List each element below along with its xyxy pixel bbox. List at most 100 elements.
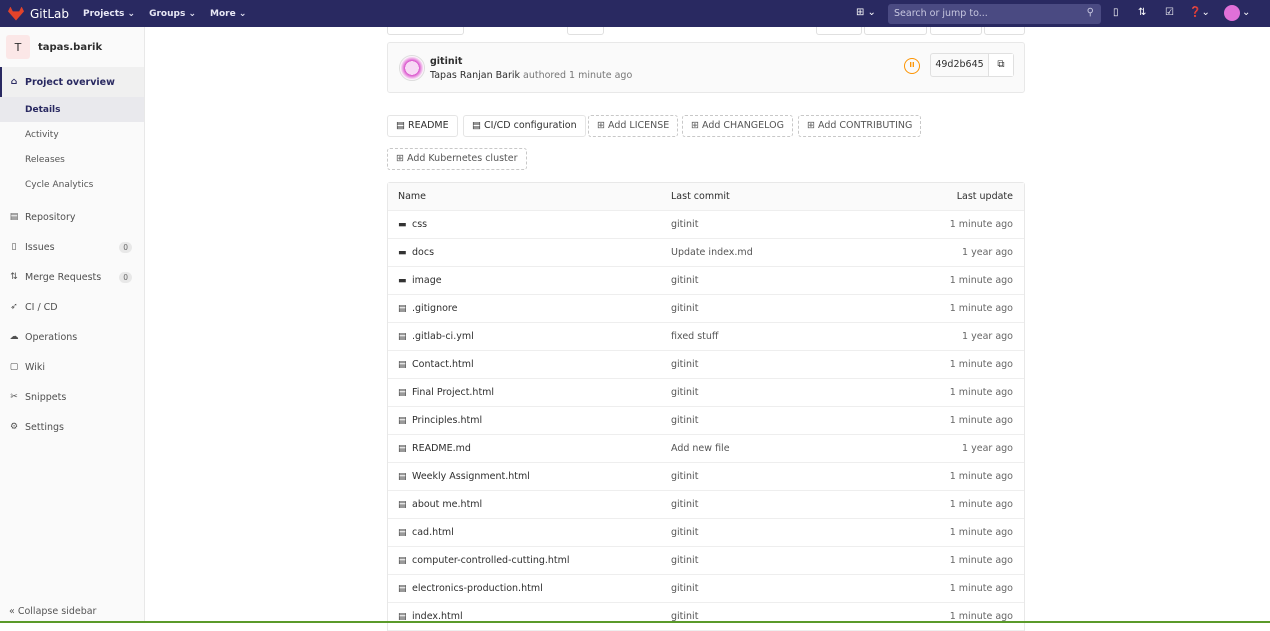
toolbar-button[interactable]	[984, 27, 1025, 35]
commit-message-link[interactable]: gitinit	[671, 303, 699, 314]
table-row[interactable]: ▤ Contact.html gitinit 1 minute ago	[388, 351, 1024, 379]
file-name-link[interactable]: .gitlab-ci.yml	[412, 331, 474, 342]
add-license-button[interactable]: ⊞ Add LICENSE	[588, 115, 679, 137]
commit-message-link[interactable]: gitinit	[671, 611, 699, 622]
search-input[interactable]: Search or jump to... ⚲	[888, 4, 1101, 24]
sidebar-item-operations[interactable]: ☁ Operations	[9, 331, 78, 343]
table-row[interactable]: ▤ index.html gitinit 1 minute ago	[388, 603, 1024, 631]
sidebar-item-settings[interactable]: ⚙ Settings	[9, 421, 64, 433]
sidebar-item-snippets[interactable]: ✂ Snippets	[10, 391, 67, 403]
file-icon: ▤	[398, 443, 407, 454]
commit-message-link[interactable]: gitinit	[671, 387, 699, 398]
file-name-link[interactable]: Final Project.html	[412, 387, 495, 398]
commit-message-link[interactable]: Update index.md	[671, 247, 753, 258]
file-name-link[interactable]: Contact.html	[412, 359, 474, 370]
table-row[interactable]: ▤ electronics-production.html gitinit 1 min…	[388, 575, 1024, 603]
collapse-sidebar-button[interactable]: « Collapse sidebar	[9, 606, 97, 617]
sidebar-item-ci-cd[interactable]: ➶ CI / CD	[10, 301, 58, 313]
plus-square-icon: ⊞	[396, 153, 404, 164]
commit-message-link[interactable]: gitinit	[671, 555, 699, 566]
file-name-link[interactable]: computer-controlled-cutting.html	[412, 555, 570, 566]
table-row[interactable]: ▤ cad.html gitinit 1 minute ago	[388, 519, 1024, 547]
plus-square-icon: ⊞	[691, 120, 699, 131]
table-row[interactable]: ▤ Weekly Assignment.html gitinit 1 minute a…	[388, 463, 1024, 491]
commit-message-link[interactable]: gitinit	[671, 499, 699, 510]
table-row[interactable]: ▤ computer-controlled-cutting.html gitinit…	[388, 547, 1024, 575]
add-kubernetes-button[interactable]: ⊞ Add Kubernetes cluster	[387, 148, 527, 170]
toolbar-button[interactable]	[567, 27, 604, 35]
toolbar-button[interactable]	[864, 27, 927, 35]
table-row[interactable]: ▤ .gitignore gitinit 1 minute ago	[388, 295, 1024, 323]
sidebar-sub-details[interactable]: Details	[0, 97, 144, 122]
sidebar-item-issues[interactable]: ▯ Issues 0	[0, 232, 144, 262]
sidebar-item-wiki[interactable]: ▢ Wiki	[9, 361, 45, 373]
file-name-link[interactable]: .gitignore	[412, 303, 458, 314]
sidebar-sub-releases[interactable]: Releases	[25, 154, 65, 165]
table-row[interactable]: ▤ README.md Add new file 1 year ago	[388, 435, 1024, 463]
add-changelog-button[interactable]: ⊞ Add CHANGELOG	[682, 115, 793, 137]
file-name-link[interactable]: css	[412, 219, 428, 230]
file-name-link[interactable]: about me.html	[412, 499, 483, 510]
file-name-link[interactable]: docs	[412, 247, 435, 258]
author-link[interactable]: Tapas Ranjan Barik	[430, 70, 520, 81]
table-row[interactable]: ▬ image gitinit 1 minute ago	[388, 267, 1024, 295]
nav-groups[interactable]: Groups ⌄	[149, 8, 196, 19]
table-row[interactable]: ▬ css gitinit 1 minute ago	[388, 211, 1024, 239]
file-name-link[interactable]: cad.html	[412, 527, 454, 538]
commit-title[interactable]: gitinit	[430, 56, 463, 67]
sidebar-sub-cycle-analytics[interactable]: Cycle Analytics	[25, 179, 94, 190]
file-name-link[interactable]: index.html	[412, 611, 463, 622]
sidebar-item-repository[interactable]: ▤ Repository	[9, 211, 76, 223]
commit-message-link[interactable]: fixed stuff	[671, 331, 719, 342]
commit-message-link[interactable]: gitinit	[671, 527, 699, 538]
sidebar-item-project-overview[interactable]: ⌂ Project overview	[0, 67, 144, 97]
cicd-config-button[interactable]: ▤ CI/CD configuration	[463, 115, 586, 137]
issues-icon[interactable]: ▯	[1113, 7, 1119, 18]
help-icon[interactable]: ❓⌄	[1189, 7, 1210, 18]
file-name-link[interactable]: Principles.html	[412, 415, 483, 426]
table-row[interactable]: ▤ Principles.html gitinit 1 minute ago	[388, 407, 1024, 435]
nav-projects[interactable]: Projects ⌄	[83, 8, 136, 19]
commit-message-link[interactable]: gitinit	[671, 219, 699, 230]
commit-message-link[interactable]: gitinit	[671, 583, 699, 594]
sidebar-sub-activity[interactable]: Activity	[25, 129, 59, 140]
table-row[interactable]: ▤ .gitlab-ci.yml fixed stuff 1 year ago	[388, 323, 1024, 351]
file-name-link[interactable]: electronics-production.html	[412, 583, 543, 594]
sidebar-item-merge-requests[interactable]: ⇅ Merge Requests 0	[0, 262, 144, 292]
commit-message-link[interactable]: Add new file	[671, 443, 730, 454]
nav-more[interactable]: More ⌄	[210, 8, 247, 19]
last-update: 1 year ago	[962, 443, 1013, 454]
toolbar-button[interactable]	[387, 27, 464, 35]
chevron-down-icon[interactable]: ⌄	[1242, 7, 1251, 18]
merge-request-icon[interactable]: ⇅	[1138, 7, 1147, 18]
rocket-icon: ➶	[10, 302, 18, 312]
file-name-link[interactable]: README.md	[412, 443, 471, 454]
commit-message-link[interactable]: gitinit	[671, 275, 699, 286]
pipeline-paused-icon[interactable]: II	[904, 58, 920, 74]
file-name-link[interactable]: image	[412, 275, 442, 286]
new-plus-icon[interactable]: ⊞ ⌄	[856, 7, 876, 18]
table-row[interactable]: ▬ docs Update index.md 1 year ago	[388, 239, 1024, 267]
last-update: 1 minute ago	[949, 359, 1013, 370]
commit-message-link[interactable]: gitinit	[671, 471, 699, 482]
toolbar-button[interactable]	[930, 27, 982, 35]
readme-button[interactable]: ▤ README	[387, 115, 458, 137]
todo-icon[interactable]: ☑	[1165, 7, 1174, 18]
toolbar-button[interactable]	[816, 27, 862, 35]
last-update: 1 minute ago	[949, 275, 1013, 286]
file-icon: ▤	[398, 387, 407, 398]
user-avatar[interactable]	[1224, 5, 1240, 21]
table-row[interactable]: ▤ about me.html gitinit 1 minute ago	[388, 491, 1024, 519]
add-contributing-button[interactable]: ⊞ Add CONTRIBUTING	[798, 115, 922, 137]
gitlab-logo[interactable]: GitLab	[8, 6, 69, 21]
commit-message-link[interactable]: gitinit	[671, 359, 699, 370]
project-avatar: T	[6, 35, 30, 59]
commit-message-link[interactable]: gitinit	[671, 415, 699, 426]
file-icon: ▤	[398, 331, 407, 342]
last-update: 1 minute ago	[949, 499, 1013, 510]
file-name-link[interactable]: Weekly Assignment.html	[412, 471, 530, 482]
copy-icon[interactable]: ⧉	[989, 54, 1013, 76]
table-row[interactable]: ▤ Final Project.html gitinit 1 minute ago	[388, 379, 1024, 407]
last-update: 1 minute ago	[949, 611, 1013, 622]
